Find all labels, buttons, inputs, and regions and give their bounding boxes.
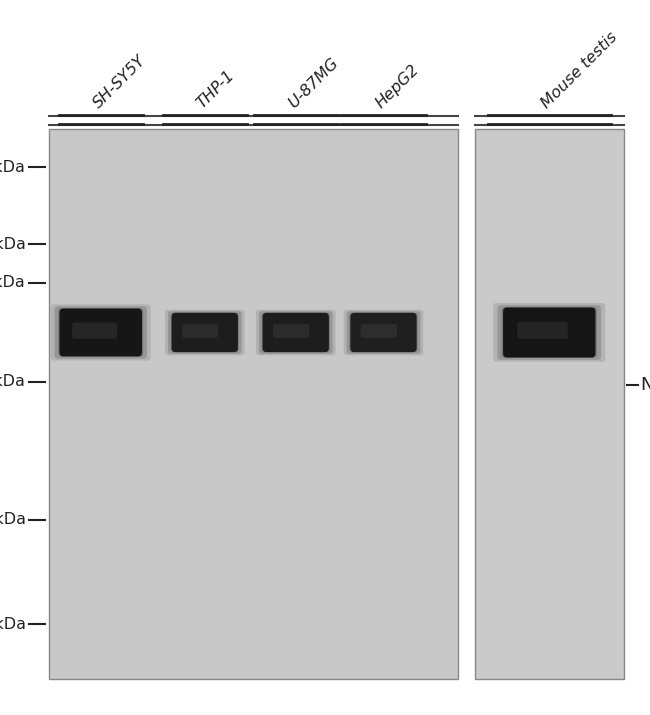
FancyBboxPatch shape: [60, 309, 142, 356]
FancyBboxPatch shape: [58, 308, 143, 357]
Text: 40kDa: 40kDa: [0, 237, 26, 252]
Text: U-87MG: U-87MG: [285, 55, 341, 111]
Text: 10kDa: 10kDa: [0, 617, 26, 631]
FancyBboxPatch shape: [171, 312, 239, 352]
FancyBboxPatch shape: [344, 310, 423, 355]
Bar: [474, 129, 624, 679]
Bar: [49, 129, 458, 679]
Text: 35kDa: 35kDa: [0, 275, 26, 290]
Text: Mouse testis: Mouse testis: [539, 29, 620, 111]
Text: HepG2: HepG2: [373, 61, 422, 111]
FancyBboxPatch shape: [262, 312, 330, 352]
FancyBboxPatch shape: [503, 307, 595, 358]
FancyBboxPatch shape: [55, 306, 147, 359]
FancyBboxPatch shape: [361, 324, 397, 337]
Text: SH-SY5Y: SH-SY5Y: [90, 52, 149, 111]
Text: THP-1: THP-1: [194, 67, 237, 111]
FancyBboxPatch shape: [51, 305, 151, 360]
Text: 15kDa: 15kDa: [0, 512, 26, 527]
FancyBboxPatch shape: [502, 307, 597, 358]
FancyBboxPatch shape: [517, 322, 567, 339]
Text: 25kDa: 25kDa: [0, 375, 26, 390]
FancyBboxPatch shape: [168, 311, 242, 354]
FancyBboxPatch shape: [263, 313, 329, 352]
Text: NEUROG1: NEUROG1: [640, 375, 650, 394]
FancyBboxPatch shape: [72, 322, 117, 338]
FancyBboxPatch shape: [493, 303, 605, 362]
Text: 55kDa: 55kDa: [0, 159, 26, 174]
FancyBboxPatch shape: [165, 310, 244, 355]
FancyBboxPatch shape: [497, 305, 601, 360]
FancyBboxPatch shape: [350, 313, 417, 352]
FancyBboxPatch shape: [350, 312, 417, 352]
FancyBboxPatch shape: [273, 324, 309, 337]
FancyBboxPatch shape: [259, 311, 333, 354]
FancyBboxPatch shape: [182, 324, 218, 337]
FancyBboxPatch shape: [256, 310, 335, 355]
FancyBboxPatch shape: [172, 313, 238, 352]
FancyBboxPatch shape: [346, 311, 421, 354]
